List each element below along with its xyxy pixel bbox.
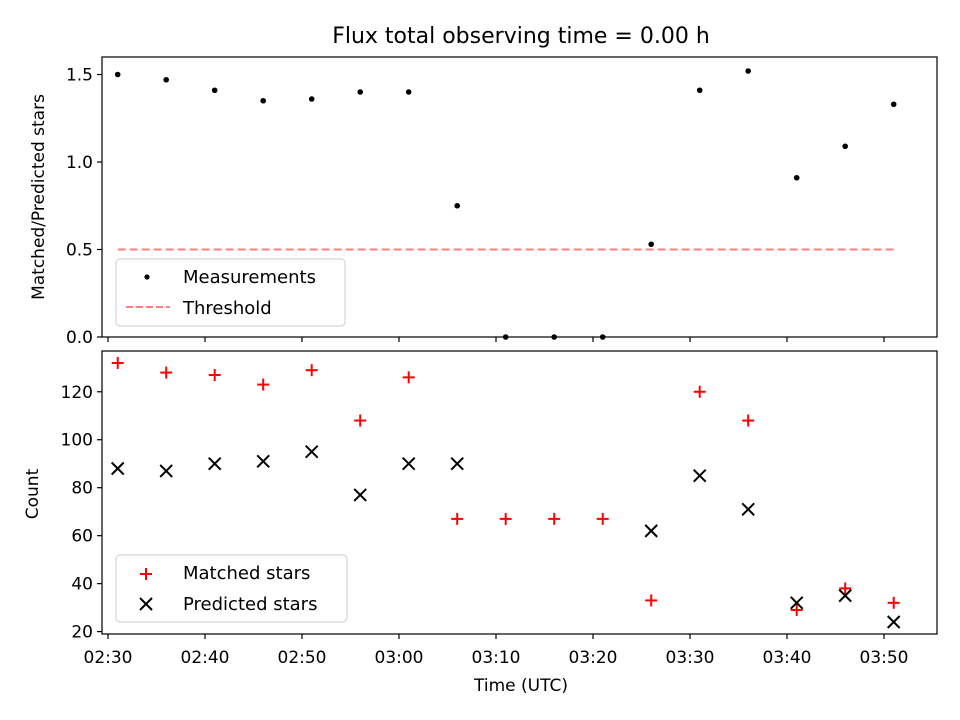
top-x-ticks (107, 337, 885, 342)
measurement-point (745, 68, 751, 74)
matched-stars-point (790, 604, 803, 617)
measurement-point (163, 76, 169, 83)
matched-stars-point (257, 378, 270, 391)
y-tick-label: 1.5 (66, 66, 93, 86)
y-tick-label: 20 (71, 623, 93, 643)
predicted-stars-point (450, 457, 464, 471)
predicted-stars-point (110, 461, 125, 476)
bottom-legend: Matched stars Predicted stars (115, 554, 348, 623)
legend-matched-marker (140, 568, 152, 580)
matched-stars-point (887, 596, 900, 609)
matched-stars-point (402, 371, 415, 384)
matched-stars-point (596, 512, 609, 525)
measurement-point (890, 101, 897, 108)
x-tick-label: 03:00 (375, 648, 424, 668)
matched-stars-point (839, 582, 852, 595)
x-tick-label: 03:10 (472, 648, 521, 668)
legend-measurements-marker (144, 274, 150, 280)
bottom-y-axis-label: Count (23, 468, 43, 519)
matched-stars-point (208, 368, 221, 381)
predicted-stars-point (304, 445, 319, 459)
bottom-marks (110, 356, 901, 629)
measurement-point (648, 241, 654, 248)
x-tick-label: 02:40 (181, 648, 230, 668)
bottom-legend-box (115, 554, 348, 623)
predicted-stars-point (159, 464, 173, 478)
measurement-point (357, 89, 364, 95)
measurement-point (793, 174, 800, 181)
y-tick-label: 40 (71, 575, 93, 595)
x-tick-label: 03:30 (666, 648, 715, 668)
top-panel: 0.0 0.5 1.0 1.5 Matched/Predicted stars Mea… (29, 56, 938, 348)
legend-threshold-label: Threshold (182, 298, 272, 319)
matched-stars-point (645, 594, 658, 607)
matched-stars-point (548, 512, 561, 525)
predicted-stars-point (353, 488, 367, 502)
bottom-y-ticks: 20 40 60 80 100 120 (61, 383, 102, 643)
measurement-point (211, 87, 218, 94)
legend-predicted-marker (139, 597, 153, 611)
measurement-point (260, 97, 267, 104)
matched-stars-point (499, 512, 512, 525)
matched-stars-point (354, 414, 367, 427)
x-axis-label: Time (UTC) (473, 676, 568, 696)
measurement-point (308, 96, 315, 102)
x-tick-label: 03:50 (860, 648, 909, 668)
matched-stars-point (305, 364, 318, 377)
x-tick-label: 03:40 (763, 648, 812, 668)
measurement-point (696, 87, 703, 94)
y-tick-label: 100 (61, 431, 93, 451)
legend-predicted-label: Predicted stars (183, 594, 317, 615)
predicted-stars-point (789, 596, 804, 610)
y-tick-label: 80 (71, 479, 93, 499)
predicted-stars-point (644, 524, 658, 538)
measurement-point (114, 71, 121, 78)
predicted-stars-point (838, 588, 852, 603)
matched-stars-point (160, 366, 173, 379)
bottom-axes-frame (101, 350, 938, 635)
predicted-stars-point (401, 457, 416, 471)
predicted-stars-point (741, 502, 755, 516)
x-tick-label: 02:50 (278, 648, 327, 668)
x-tick-label: 02:30 (84, 648, 133, 668)
top-legend: Measurements Threshold (115, 258, 346, 327)
y-tick-label: 1.0 (66, 153, 93, 173)
matched-stars-point (693, 385, 706, 398)
legend-measurements-label: Measurements (183, 267, 316, 288)
legend-matched-label: Matched stars (183, 563, 310, 584)
bottom-x-ticks: 02:30 02:40 02:50 03:00 03:10 03:20 03:30 03:40… (84, 634, 909, 668)
top-axes-frame (101, 56, 938, 338)
matched-stars-point (451, 512, 464, 525)
chart-title: Flux total observing time = 0.00 h (332, 24, 710, 49)
measurement-point (405, 89, 412, 95)
y-tick-label: 120 (61, 383, 93, 403)
predicted-stars-point (207, 457, 222, 471)
matched-stars-point (111, 356, 124, 369)
measurement-point (454, 202, 461, 209)
top-y-axis-label: Matched/Predicted stars (29, 94, 49, 300)
bottom-panel: 20 40 60 80 100 120 02:30 02:40 02:50 03:00 03:10… (23, 350, 938, 696)
predicted-stars-point (692, 469, 707, 483)
top-y-ticks: 0.0 0.5 1.0 1.5 (66, 66, 102, 348)
predicted-stars-point (256, 454, 270, 469)
y-tick-label: 60 (71, 527, 93, 547)
matched-stars-point (742, 414, 755, 427)
x-tick-label: 03:20 (569, 648, 618, 668)
top-legend-box (115, 258, 346, 327)
y-tick-label: 0.0 (66, 328, 93, 348)
measurement-point (842, 143, 848, 150)
predicted-stars-point (886, 615, 901, 629)
y-tick-label: 0.5 (66, 241, 93, 261)
